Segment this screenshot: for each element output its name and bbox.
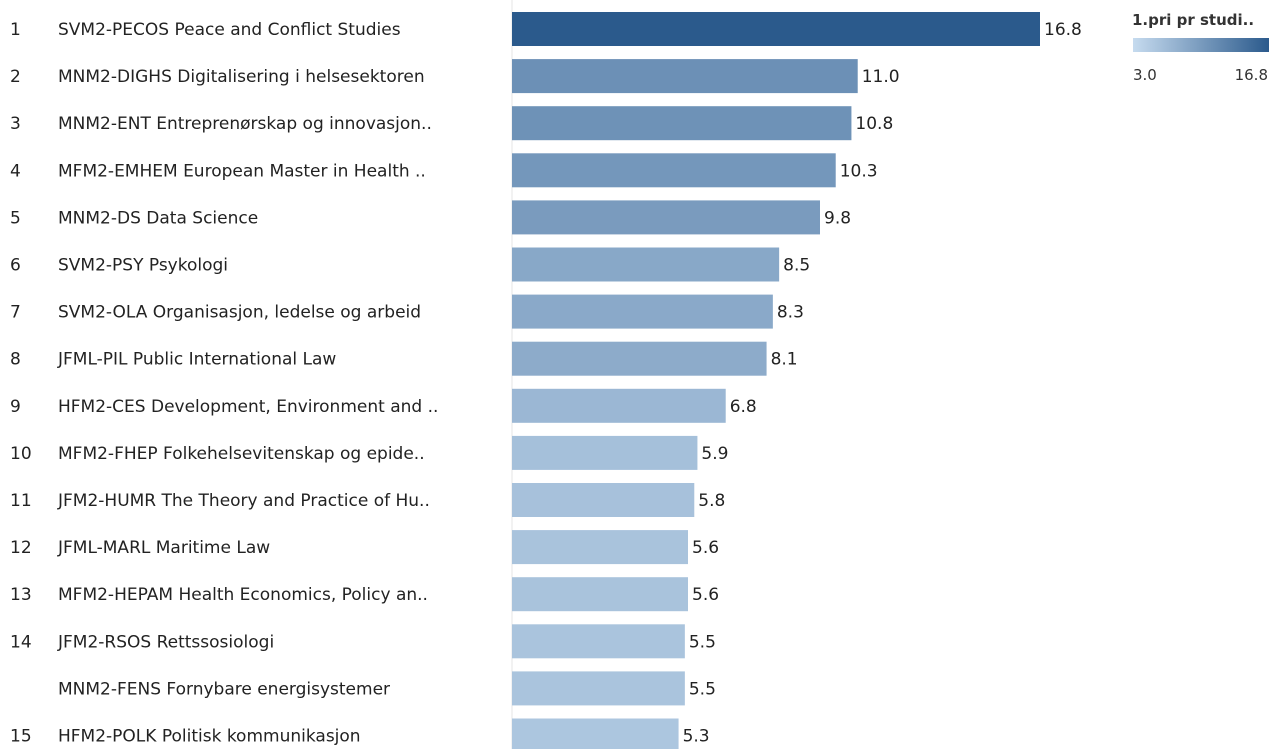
category-label: JFML-PIL Public International Law (57, 350, 336, 370)
value-label: 8.3 (777, 303, 804, 323)
value-label: 5.3 (683, 727, 710, 747)
category-label: MNM2-DS Data Science (58, 208, 258, 228)
value-label: 5.9 (701, 444, 728, 464)
bar[interactable] (512, 59, 858, 94)
value-label: 8.5 (783, 256, 810, 276)
value-label: 5.6 (692, 585, 719, 605)
value-label: 10.8 (855, 114, 893, 134)
bar-row[interactable]: 4 MFM2-EMHEM European Master in Health ..… (10, 153, 878, 188)
bar-row[interactable]: 1 SVM2-PECOS Peace and Conflict Studies 16… (10, 12, 1082, 46)
bar-row[interactable]: 5 MNM2-DS Data Science 9.8 (10, 200, 851, 235)
bar-row[interactable]: 7 SVM2-OLA Organisasjon, ledelse og arbei… (10, 294, 804, 329)
bar-row[interactable]: 15 HFM2-POLK Politisk kommunikasjon 5.3 (10, 718, 710, 749)
category-label: SVM2-OLA Organisasjon, ledelse og arbeid (58, 303, 421, 323)
bar[interactable] (512, 341, 767, 376)
legend-max-label: 16.8 (1235, 66, 1268, 84)
category-label: JFM2-HUMR The Theory and Practice of Hu.… (57, 491, 430, 511)
bar[interactable] (512, 106, 852, 141)
bar-row[interactable]: MNM2-FENS Fornybare energisystemer 5.5 (58, 671, 716, 706)
rank-label: 14 (10, 632, 32, 652)
category-label: HFM2-POLK Politisk kommunikasjon (58, 727, 361, 747)
category-label: JFML-MARL Maritime Law (57, 538, 270, 558)
bar[interactable] (512, 483, 695, 517)
rank-label: 6 (10, 256, 21, 276)
category-label: SVM2-PECOS Peace and Conflict Studies (58, 20, 401, 40)
bar-row[interactable]: 6 SVM2-PSY Psykologi 8.5 (10, 247, 810, 282)
bar[interactable] (512, 435, 698, 470)
value-label: 5.8 (698, 491, 725, 511)
bar-row[interactable]: 11 JFM2-HUMR The Theory and Practice of H… (10, 483, 725, 517)
bar[interactable] (512, 200, 820, 235)
rank-label: 13 (10, 585, 32, 605)
rank-label: 1 (10, 20, 21, 40)
rank-label: 8 (10, 350, 21, 370)
rank-label: 2 (10, 67, 21, 87)
color-legend: 1.pri pr studi.. 3.0 16.8 (1132, 11, 1269, 84)
category-label: JFM2-RSOS Rettssosiologi (57, 632, 274, 652)
rank-label: 4 (10, 161, 21, 181)
value-label: 5.6 (692, 538, 719, 558)
legend-title: 1.pri pr studi.. (1132, 11, 1254, 29)
value-label: 6.8 (730, 397, 757, 417)
bar[interactable] (512, 718, 679, 749)
bar-row[interactable]: 13 MFM2-HEPAM Health Economics, Policy an… (10, 577, 719, 612)
bar[interactable] (512, 388, 726, 423)
rank-label: 3 (10, 114, 21, 134)
rank-label: 7 (10, 303, 21, 323)
bar[interactable] (512, 247, 780, 282)
bar-row[interactable]: 12 JFML-MARL Maritime Law 5.6 (10, 530, 719, 565)
legend-min-label: 3.0 (1133, 66, 1157, 84)
rows-layer: 1 SVM2-PECOS Peace and Conflict Studies 16… (10, 0, 1082, 749)
bar-row[interactable]: 2 MNM2-DIGHS Digitalisering i helsesektor… (10, 59, 900, 94)
value-label: 9.8 (824, 208, 851, 228)
bar[interactable] (512, 153, 836, 188)
value-label: 16.8 (1044, 20, 1082, 40)
rank-label: 12 (10, 538, 32, 558)
value-label: 8.1 (771, 350, 798, 370)
bar[interactable] (512, 624, 685, 659)
bar-row[interactable]: 8 JFML-PIL Public International Law 8.1 (10, 341, 798, 376)
bar[interactable] (512, 294, 773, 329)
category-label: SVM2-PSY Psykologi (58, 256, 228, 276)
category-label: MNM2-DIGHS Digitalisering i helsesektore… (58, 67, 425, 87)
bar-row[interactable]: 9 HFM2-CES Development, Environment and .… (10, 388, 757, 423)
value-label: 11.0 (862, 67, 900, 87)
value-label: 5.5 (689, 632, 716, 652)
value-label: 10.3 (840, 161, 878, 181)
bar-row[interactable]: 3 MNM2-ENT Entreprenørskap og innovasjon.… (10, 106, 893, 141)
bar[interactable] (512, 577, 688, 612)
rank-label: 15 (10, 727, 32, 747)
bar-row[interactable]: 10 MFM2-FHEP Folkehelsevitenskap og epide… (10, 435, 728, 470)
category-label: MFM2-FHEP Folkehelsevitenskap og epide.. (58, 444, 425, 464)
category-label: MFM2-EMHEM European Master in Health .. (58, 161, 426, 181)
rank-label: 11 (10, 491, 32, 511)
category-label: MNM2-ENT Entreprenørskap og innovasjon.. (58, 114, 432, 134)
value-label: 5.5 (689, 679, 716, 699)
category-label: MFM2-HEPAM Health Economics, Policy an.. (58, 585, 428, 605)
rank-label: 9 (10, 397, 21, 417)
category-label: MNM2-FENS Fornybare energisystemer (58, 679, 390, 699)
bar[interactable] (512, 530, 688, 565)
rank-label: 5 (10, 208, 21, 228)
bar[interactable] (512, 12, 1040, 46)
bar-row[interactable]: 14 JFM2-RSOS Rettssosiologi 5.5 (10, 624, 716, 659)
bar[interactable] (512, 671, 685, 706)
rank-label: 10 (10, 444, 32, 464)
legend-color-ramp (1133, 38, 1269, 52)
category-label: HFM2-CES Development, Environment and .. (58, 397, 438, 417)
